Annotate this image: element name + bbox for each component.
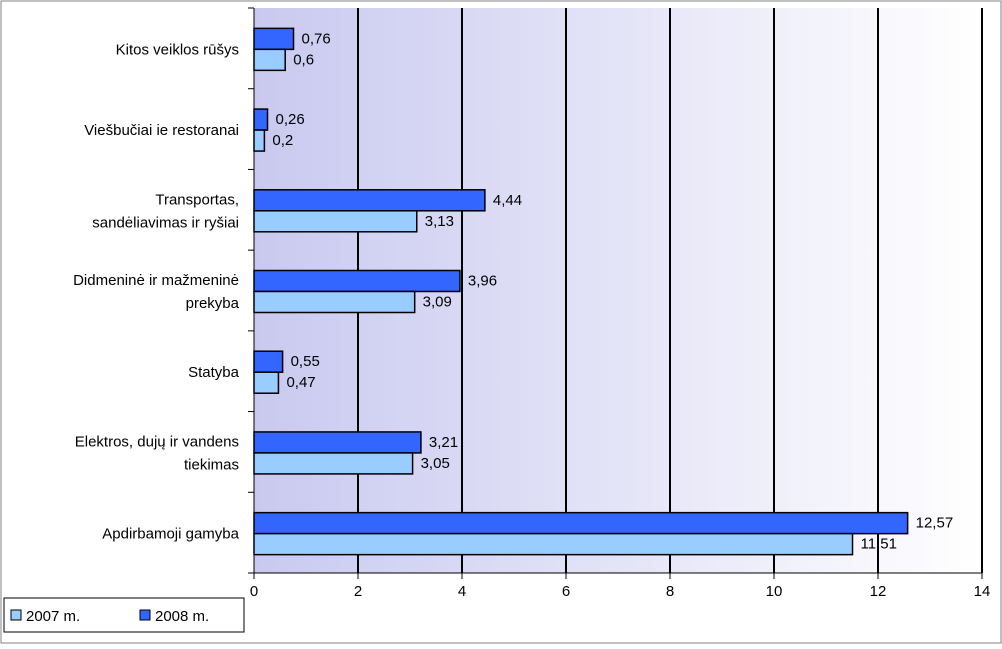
data-label-2008: 0,76 [302, 30, 331, 47]
bars: 0,76 0,6 0,26 0,2 4,44 3,13 3,96 3,09 0,55 0,47 3,… [253, 27, 954, 556]
data-label-2008: 0,26 [276, 111, 305, 128]
category-label: sandėliavimas ir ryšiai [92, 214, 239, 231]
bar-2008 [253, 431, 422, 454]
bar-2007 [253, 532, 854, 556]
data-label-2008: 0,55 [291, 353, 320, 370]
bar-2008 [253, 511, 909, 535]
bar-2007 [253, 371, 280, 394]
category-label: Viešbučiai ie restoranai [84, 122, 239, 139]
bar-2008 [253, 189, 486, 212]
data-label-2008: 3,96 [468, 273, 497, 290]
x-tick-label: 4 [458, 583, 466, 600]
legend: 2007 m. 2008 m. [3, 597, 245, 633]
bar-2007 [253, 290, 416, 314]
data-label-2007: 3,09 [423, 294, 452, 311]
legend-label-2007: 2007 m. [26, 608, 80, 625]
data-label-2007: 3,13 [425, 213, 454, 230]
category-label: tiekimas [184, 456, 239, 473]
bar-2007 [253, 452, 414, 475]
data-label-2007: 0,47 [286, 374, 315, 391]
x-tick-label: 2 [354, 583, 362, 600]
category-label: prekyba [186, 295, 240, 312]
data-label-2008: 4,44 [493, 192, 522, 209]
gridlines [357, 8, 983, 573]
category-label: Transportas, [155, 191, 239, 208]
category-label: Elektros, dujų ir vandens [75, 433, 239, 450]
bar-2008 [253, 269, 461, 293]
legend-swatch-2008 [139, 609, 151, 621]
x-tick-label: 8 [666, 583, 674, 600]
bar-2007 [253, 210, 418, 233]
x-tick-label: 12 [870, 583, 887, 600]
x-tick-label: 6 [562, 583, 570, 600]
bar-2008 [253, 27, 295, 51]
legend-label-2008: 2008 m. [155, 608, 209, 625]
legend-swatch-2007 [10, 609, 22, 621]
bar-2008 [253, 108, 269, 131]
category-label: Statyba [188, 364, 240, 381]
category-labels: Kitos veiklos rūšys Viešbučiai ie restora… [73, 7, 254, 574]
data-label-2008: 3,21 [429, 434, 458, 451]
category-label: Apdirbamoji gamyba [102, 526, 239, 543]
x-tick-label: 14 [974, 583, 991, 600]
category-label: Kitos veiklos rūšys [116, 41, 239, 58]
x-tick-labels: 0 2 4 6 8 10 12 14 [250, 573, 991, 600]
bar-2007 [253, 48, 286, 72]
data-label-2007: 0,6 [293, 51, 314, 68]
x-tick-label: 0 [250, 583, 258, 600]
x-tick-label: 10 [766, 583, 783, 600]
bar-2008 [253, 350, 284, 373]
data-label-2007: 0,2 [272, 132, 293, 149]
data-label-2007: 3,05 [421, 455, 450, 472]
legend-box [3, 597, 245, 633]
data-label-2008: 12,57 [916, 515, 954, 532]
category-label: Didmeninė ir mažmeninė [73, 272, 239, 289]
bar-2007 [253, 129, 266, 152]
data-label-2007: 11,51 [861, 536, 897, 553]
